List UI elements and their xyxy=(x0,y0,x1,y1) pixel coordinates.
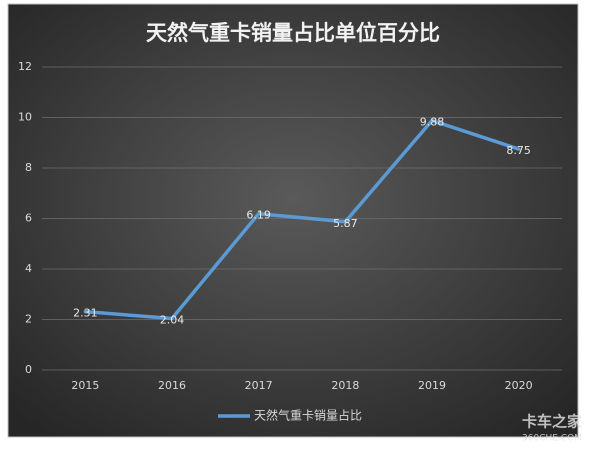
line xyxy=(83,118,521,321)
x-tick-label: 2017 xyxy=(245,379,273,392)
x-tick-label: 2019 xyxy=(418,379,446,392)
y-tick-label: 6 xyxy=(25,212,32,225)
data-label: 2.04 xyxy=(160,313,185,326)
data-label: 5.87 xyxy=(333,217,358,230)
y-tick-label: 12 xyxy=(18,60,32,73)
watermark-sub: 360CHE.COM xyxy=(522,434,582,444)
x-tick-label: 2018 xyxy=(331,379,359,392)
x-tick-label: 2016 xyxy=(158,379,186,392)
x-tick-label: 2020 xyxy=(505,379,533,392)
y-tick-label: 2 xyxy=(25,313,32,326)
x-tick-label: 2015 xyxy=(71,379,99,392)
data-label: 2.31 xyxy=(73,307,98,320)
data-label: 9.88 xyxy=(420,116,445,129)
data-label: 8.75 xyxy=(506,144,531,157)
chart-background xyxy=(7,3,579,438)
y-tick-label: 0 xyxy=(25,363,32,376)
chart-title: 天然气重卡销量占比单位百分比 xyxy=(146,21,440,45)
y-tick-label: 10 xyxy=(18,111,32,124)
y-tick-label: 4 xyxy=(25,262,32,275)
y-tick-label: 8 xyxy=(25,161,32,174)
legend-label: 天然气重卡销量占比 xyxy=(254,408,362,423)
data-label: 6.19 xyxy=(246,209,271,222)
watermark: 卡车之家 xyxy=(522,413,582,431)
